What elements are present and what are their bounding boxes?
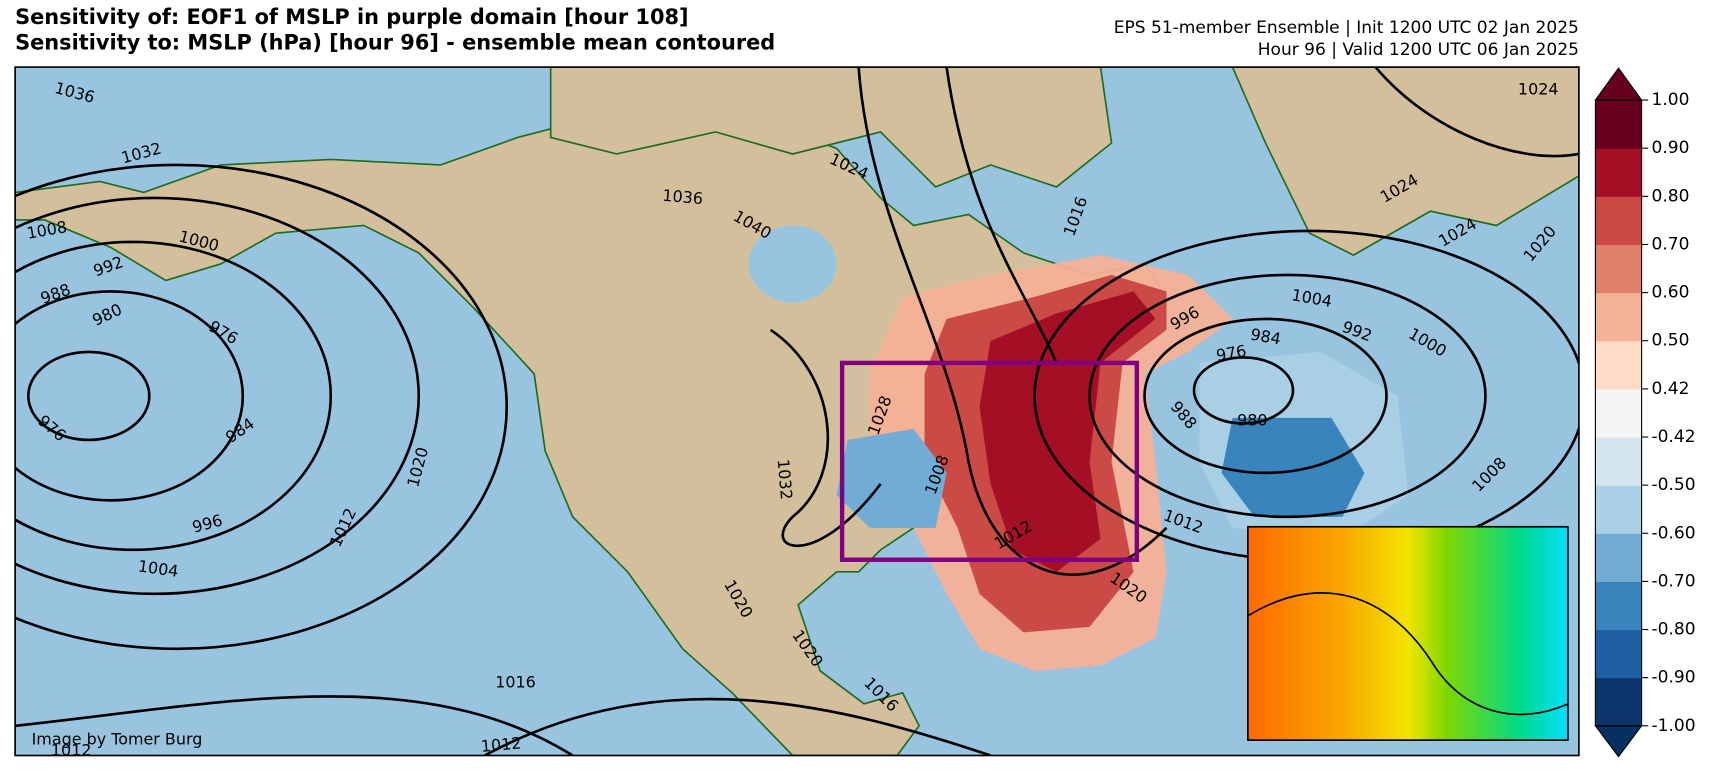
colorbar-band (1595, 196, 1642, 246)
colorbar: -1.00 -0.90 -0.80 -0.70 -0.60 -0.50 -0.42 0.42 0… (1594, 67, 1696, 758)
colorbar-tick-label: 0.60 (1651, 283, 1689, 303)
info-line: EPS 51-member Ensemble | Init 1200 UTC 0… (1114, 18, 1579, 38)
greenland (1231, 67, 1579, 257)
colorbar-band (1595, 148, 1642, 197)
colorbar-tick-label: 0.80 (1651, 186, 1689, 206)
colorbar-band (1595, 437, 1642, 486)
map-frame (14, 66, 1580, 757)
title-line: Sensitivity to: MSLP (hPa) [hour 96] - e… (15, 30, 775, 54)
colorbar-band (1595, 533, 1642, 582)
contour-label: 980 (1237, 411, 1267, 430)
hudson-bay (748, 225, 837, 303)
colorbar-extend-low (1594, 725, 1643, 758)
colorbar-frame (1594, 99, 1643, 727)
contour-label: 1012 (480, 733, 522, 755)
contour-label: 1012 (51, 741, 92, 760)
colorbar-tick-label: -0.50 (1651, 475, 1695, 495)
credit: Image by Tomer Burg (32, 730, 203, 749)
colorbar-band (1595, 340, 1642, 390)
colorbar-band (1595, 629, 1642, 679)
contour-label: 1016 (495, 672, 536, 691)
contour-label: 984 (1249, 325, 1282, 349)
contour-label: 976 (1215, 341, 1248, 365)
colorbar-band (1595, 581, 1642, 631)
colorbar-extend-high (1594, 67, 1643, 101)
contour-label: 1036 (662, 186, 704, 208)
colorbar-tick-label: 0.50 (1651, 331, 1689, 351)
inset-map (1247, 525, 1569, 741)
colorbar-tick-label: -0.60 (1651, 523, 1695, 543)
arctic-islands (549, 67, 1113, 188)
contour-label: 1024 (1518, 80, 1559, 99)
colorbar-band (1595, 244, 1642, 294)
colorbar-band (1595, 388, 1642, 438)
colorbar-band (1595, 485, 1642, 534)
contour-label: 1032 (774, 458, 796, 500)
colorbar-tick-label: 1.00 (1651, 90, 1689, 110)
colorbar-band (1595, 677, 1642, 727)
inset-contour (1247, 592, 1569, 716)
colorbar-tick-label: 0.70 (1651, 234, 1689, 254)
colorbar-band (1595, 292, 1642, 342)
colorbar-tick-label: -0.42 (1651, 427, 1695, 447)
colorbar-tick-label: -1.00 (1651, 716, 1695, 736)
colorbar-tick-label: -0.70 (1651, 571, 1695, 591)
colorbar-tick-label: 0.42 (1651, 379, 1689, 399)
colorbar-tick-label: 0.90 (1651, 138, 1689, 158)
negative-sensitivity-core (1221, 417, 1365, 517)
info-line: Hour 96 | Valid 1200 UTC 06 Jan 2025 (1258, 40, 1579, 60)
purple-domain (839, 360, 1140, 562)
title-line: Sensitivity of: EOF1 of MSLP in purple d… (15, 5, 688, 29)
colorbar-tick-label: -0.80 (1651, 620, 1695, 640)
colorbar-tick-label: -0.90 (1651, 668, 1695, 688)
colorbar-band (1595, 100, 1642, 149)
